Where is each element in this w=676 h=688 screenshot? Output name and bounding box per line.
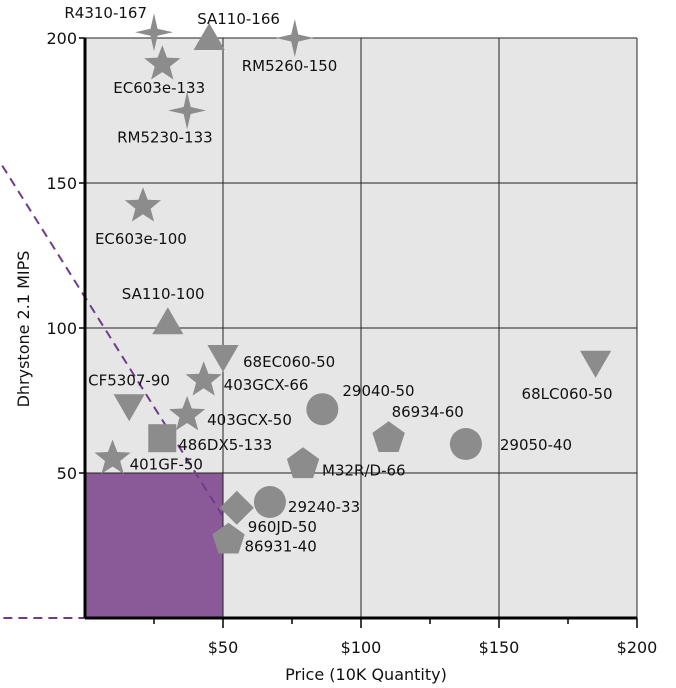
x-tick-label: $100 <box>341 638 382 657</box>
data-label: 960JD-50 <box>248 518 317 536</box>
data-label: 486DX5-133 <box>178 436 272 454</box>
data-label: 68EC060-50 <box>243 353 335 371</box>
data-label: M32R/D-66 <box>322 461 406 479</box>
data-point <box>372 421 405 452</box>
data-point <box>185 361 222 396</box>
y-axis-title: Dhrystone 2.1 MIPS <box>14 251 33 408</box>
x-tick-label: $150 <box>479 638 520 657</box>
data-label: 403GCX-66 <box>224 376 309 394</box>
data-point <box>135 13 173 52</box>
data-label: 403GCX-50 <box>207 411 292 429</box>
data-point <box>124 187 161 222</box>
tick-labels: $50 $100 $150 $200 50 100 150 200 <box>46 29 657 657</box>
frontier-line <box>1 165 224 518</box>
data-point <box>169 396 206 431</box>
data-point <box>152 307 184 335</box>
data-point <box>219 490 254 525</box>
data-label: 86931-40 <box>245 538 317 556</box>
y-tick-label: 100 <box>46 319 77 338</box>
data-label: EC603e-133 <box>113 79 205 97</box>
data-label: SA110-100 <box>122 285 205 303</box>
data-point <box>275 19 314 57</box>
data-point <box>148 424 177 453</box>
data-point <box>144 45 181 80</box>
data-label: RM5230-133 <box>117 129 213 147</box>
data-label: SA110-166 <box>197 10 280 28</box>
data-point <box>306 393 339 426</box>
data-point <box>113 394 145 422</box>
data-point <box>449 428 482 460</box>
data-point <box>286 447 320 479</box>
data-label: 86934-60 <box>392 403 464 421</box>
data-point <box>193 23 225 50</box>
data-label: 401GF-50 <box>130 456 203 474</box>
data-point <box>580 350 612 378</box>
y-tick-label: 150 <box>46 174 77 193</box>
y-tick-label: 200 <box>46 29 77 48</box>
data-label: 29240-33 <box>288 498 360 516</box>
data-point <box>207 345 239 372</box>
data-label: EC603e-100 <box>95 230 187 248</box>
axes <box>79 37 638 628</box>
data-point <box>168 91 207 130</box>
data-label: RM5260-150 <box>242 57 338 75</box>
data-point <box>212 522 245 554</box>
data-label: 29050-40 <box>500 436 572 454</box>
data-point <box>253 486 286 518</box>
data-label: R4310-167 <box>64 4 147 22</box>
data-label: CF5307-90 <box>88 371 170 389</box>
data-points <box>94 13 612 554</box>
highlight-region <box>85 473 223 618</box>
y-tick-label: 50 <box>57 464 77 483</box>
x-tick-label: $200 <box>617 638 658 657</box>
data-label: 29040-50 <box>342 382 414 400</box>
x-tick-label: $50 <box>208 638 239 657</box>
data-point <box>94 439 131 474</box>
x-axis-title: Price (10K Quantity) <box>285 665 447 684</box>
data-label: 68LC060-50 <box>522 385 613 403</box>
point-labels: R4310-167 SA110-166 RM5260-150 EC603e-133 RM… <box>64 4 612 556</box>
